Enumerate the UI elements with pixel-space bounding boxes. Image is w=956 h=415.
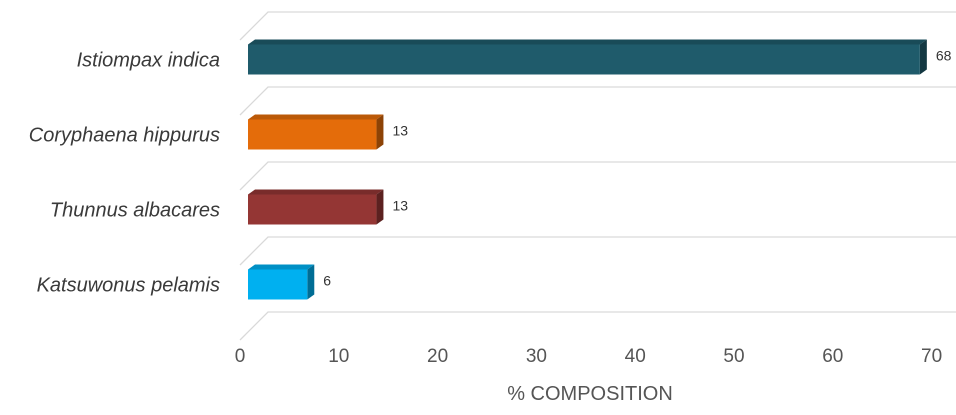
x-tick-label: 60 (822, 346, 843, 367)
bar-top-face (248, 114, 384, 120)
x-tick-label: 30 (526, 346, 547, 367)
category-labels: Istiompax indica Coryphaena hippurus Thunn… (29, 50, 220, 297)
category-label: Istiompax indica (77, 50, 220, 72)
bars (248, 39, 927, 300)
bar-2 (248, 114, 384, 150)
bar-4 (248, 264, 315, 300)
bar-end-face (919, 39, 927, 75)
category-label: Katsuwonus pelamis (37, 275, 220, 297)
bar-front-face (248, 269, 308, 300)
bar-front-face (248, 194, 377, 225)
x-tick-labels: 0 10 20 30 40 50 60 70 (235, 346, 942, 367)
data-labels: 68 13 13 6 (323, 48, 951, 289)
data-label: 68 (936, 48, 952, 64)
bar-top-face (248, 39, 927, 45)
x-tick-label: 0 (235, 346, 246, 367)
x-tick-label: 50 (723, 346, 744, 367)
gridline (239, 161, 956, 191)
data-label: 6 (323, 273, 331, 289)
x-axis-title: % COMPOSITION (507, 383, 673, 405)
gridlines (239, 11, 956, 341)
x-tick-label: 70 (921, 346, 942, 367)
gridline (239, 236, 956, 266)
data-label: 13 (392, 198, 408, 214)
bar-3 (248, 189, 384, 225)
bar-end-face (376, 189, 384, 225)
bar-end-face (307, 264, 315, 300)
category-label: Thunnus albacares (50, 200, 220, 222)
data-label: 13 (392, 123, 408, 139)
x-tick-label: 40 (625, 346, 646, 367)
x-tick-label: 20 (427, 346, 448, 367)
gridline (239, 11, 956, 41)
category-label: Coryphaena hippurus (29, 125, 220, 147)
gridline (239, 311, 956, 341)
bar-top-face (248, 264, 315, 270)
bar-front-face (248, 119, 377, 150)
bar-top-face (248, 189, 384, 195)
gridline (239, 86, 956, 116)
bar-front-face (248, 44, 920, 75)
bar-1 (248, 39, 927, 75)
bar-end-face (376, 114, 384, 150)
x-tick-label: 10 (328, 346, 349, 367)
